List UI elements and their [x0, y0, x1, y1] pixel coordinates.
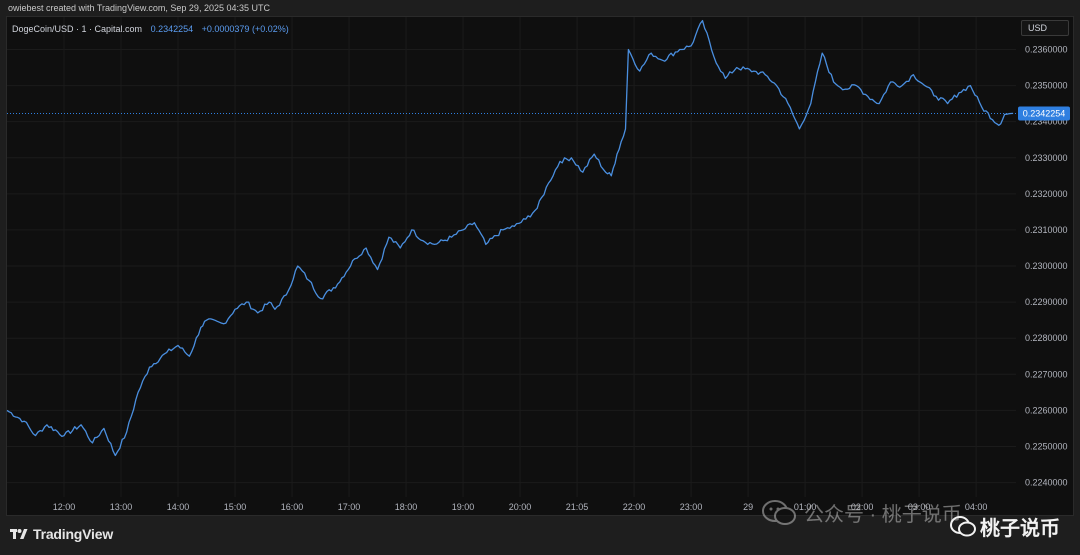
y-tick-label: 0.2360000 [1025, 44, 1068, 54]
x-tick-label: 17:00 [338, 502, 361, 512]
legend-change: +0.0000379 (+0.02%) [201, 24, 289, 34]
x-tick-label: 23:00 [680, 502, 703, 512]
x-tick-label: 18:00 [395, 502, 418, 512]
legend-price: 0.2342254 [150, 24, 194, 34]
y-tick-label: 0.2330000 [1025, 153, 1068, 163]
x-axis: 12:00 13:00 14:00 15:00 16:00 17:00 18:00 19:00… [53, 502, 988, 512]
price-series-line [6, 19, 1014, 457]
y-tick-label: 0.2250000 [1025, 441, 1068, 451]
tradingview-logo[interactable]: TradingView [10, 526, 113, 542]
account-name: 桃子说币 [980, 518, 1060, 540]
y-tick-label: 0.2350000 [1025, 81, 1068, 91]
y-tick-label: 0.2240000 [1025, 478, 1068, 488]
footer-bar [0, 516, 1080, 555]
price-label-layer: 0.2342254 [1018, 106, 1070, 121]
wechat-icon [762, 499, 796, 525]
tradingview-logo-icon [10, 529, 28, 539]
y-tick-label: 0.2340000 [1025, 117, 1068, 127]
x-tick-label: 14:00 [167, 502, 190, 512]
currency-selector[interactable]: USD [1021, 20, 1069, 36]
y-tick-label: 0.2280000 [1025, 333, 1068, 343]
x-tick-label: 13:00 [110, 502, 133, 512]
current-price-tag [1018, 106, 1070, 121]
tradingview-brand: TradingView [33, 526, 114, 542]
y-tick-label: 0.2310000 [1025, 225, 1068, 235]
y-tick-label: 0.2270000 [1025, 369, 1068, 379]
x-tick-label: 04:00 [965, 502, 988, 512]
chart-legend: DogeCoin/USD · 1 · Capital.com 0.2342254… [12, 24, 289, 34]
x-tick-label: 12:00 [53, 502, 76, 512]
current-price-label: 0.2342254 [1023, 109, 1066, 119]
x-tick-label: 22:00 [623, 502, 646, 512]
watermark-text: 公众号 · 桃子说币 [804, 504, 962, 526]
x-tick-label: 01:00 [794, 502, 817, 512]
x-tick-label: 15:00 [224, 502, 247, 512]
grid-lines [7, 17, 1016, 497]
x-tick-label: 20:00 [509, 502, 532, 512]
header-bar: owiebest created with TradingView.com, S… [0, 0, 1080, 16]
y-tick-label: 0.2260000 [1025, 405, 1068, 415]
series-layer [6, 19, 1014, 457]
x-tick-label: 19:00 [452, 502, 475, 512]
wechat-watermark: 公众号 · 桃子说币 [762, 498, 962, 527]
x-tick-label: 03:00 [908, 502, 931, 512]
y-tick-label: 0.2320000 [1025, 189, 1068, 199]
x-tick-label: 02:00 [851, 502, 874, 512]
x-tick-label: 16:00 [281, 502, 304, 512]
y-axis: 0.2240000 0.2250000 0.2260000 0.2270000 0.22… [1025, 44, 1068, 487]
symbol-label[interactable]: DogeCoin/USD · 1 · Capital.com [12, 24, 143, 34]
chart-credit: owiebest created with TradingView.com, S… [8, 3, 270, 13]
account-watermark: 桃子说币 [950, 512, 1060, 541]
y-tick-label: 0.2290000 [1025, 297, 1068, 307]
y-tick-label: 0.2300000 [1025, 261, 1068, 271]
x-tick-label: 21:05 [566, 502, 589, 512]
x-tick-label: 29 [743, 502, 753, 512]
wechat-account-icon [950, 515, 976, 536]
